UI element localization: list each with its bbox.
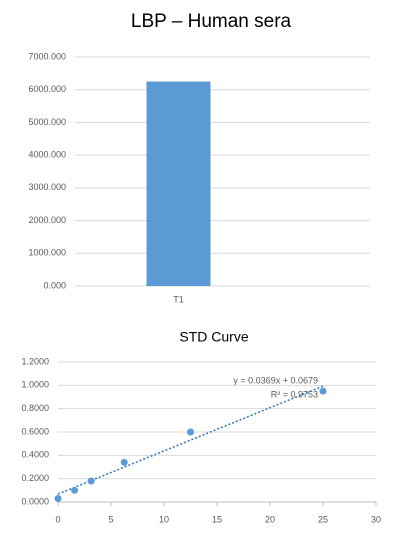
x-tick-label: T1 bbox=[173, 294, 184, 304]
annotation: y = 0.0369x + 0.0679 bbox=[233, 375, 318, 385]
chart-title: STD Curve bbox=[179, 329, 248, 345]
x-tick-label: 10 bbox=[159, 514, 169, 524]
y-tick-label: 1.2000 bbox=[21, 356, 49, 366]
y-tick-label: 0.8000 bbox=[21, 403, 49, 413]
y-tick-label: 0.4000 bbox=[21, 450, 49, 460]
x-tick-label: 25 bbox=[318, 514, 328, 524]
trendline bbox=[57, 385, 324, 495]
chart-title: LBP – Human sera bbox=[131, 11, 292, 32]
x-tick-label: 30 bbox=[371, 514, 381, 524]
y-tick-label: 1.0000 bbox=[21, 380, 49, 390]
point bbox=[71, 486, 79, 494]
y-tick-label: 0.6000 bbox=[21, 426, 49, 436]
point bbox=[120, 458, 128, 466]
y-tick-label: 0.000 bbox=[43, 280, 66, 290]
annotation: R² = 0.9753 bbox=[271, 389, 318, 399]
point bbox=[54, 495, 62, 502]
y-tick-label: 1000.000 bbox=[28, 248, 66, 258]
x-tick-label: 5 bbox=[108, 514, 113, 524]
point bbox=[187, 428, 194, 436]
x-tick-label: 0 bbox=[55, 514, 60, 524]
y-tick-label: 4000.000 bbox=[28, 150, 66, 160]
x-tick-label: 20 bbox=[265, 514, 275, 524]
y-tick-label: 7000.000 bbox=[28, 51, 66, 61]
y-tick-label: 2000.000 bbox=[28, 215, 66, 225]
y-tick-label: 6000.000 bbox=[28, 84, 66, 94]
y-tick-label: 5000.000 bbox=[28, 117, 66, 127]
y-tick-label: 0.2000 bbox=[21, 473, 49, 483]
y-tick-label: 0.0000 bbox=[21, 496, 49, 506]
point bbox=[87, 477, 95, 485]
point bbox=[319, 387, 327, 395]
x-tick-label: 15 bbox=[212, 514, 222, 524]
bar bbox=[146, 81, 211, 287]
y-tick-label: 3000.000 bbox=[28, 182, 66, 192]
